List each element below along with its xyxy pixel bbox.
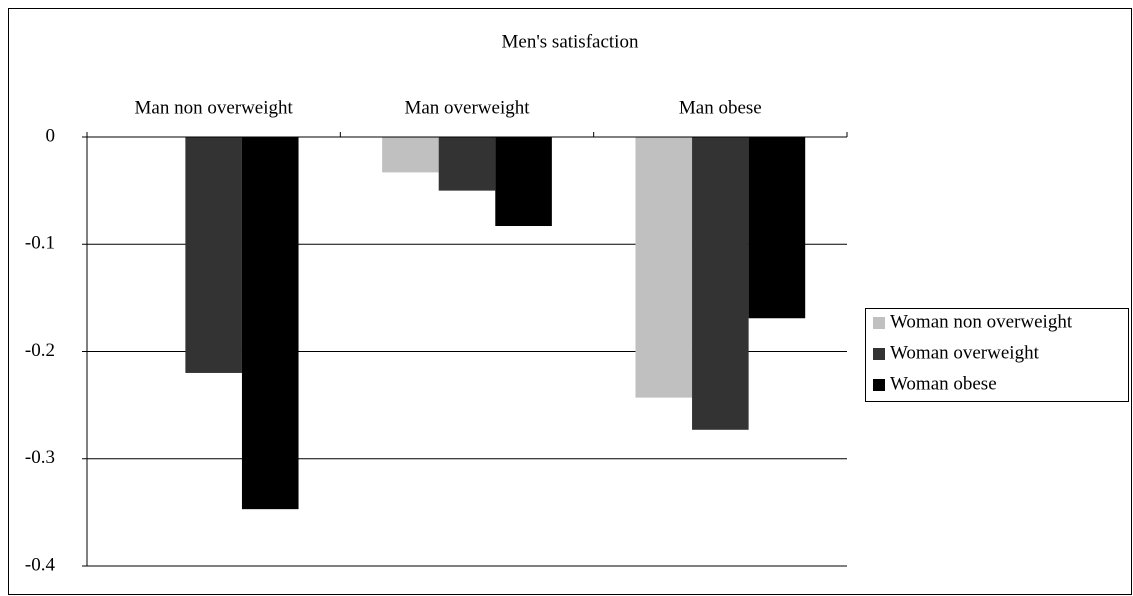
- bar: [635, 137, 693, 398]
- bar: [382, 137, 439, 173]
- bar: [241, 137, 299, 510]
- legend-swatch: [873, 379, 885, 391]
- bar: [438, 137, 496, 191]
- category-label: Man non overweight: [135, 97, 294, 118]
- legend-swatch: [873, 317, 885, 329]
- legend-label: Woman non overweight: [890, 311, 1073, 332]
- bar: [495, 137, 552, 227]
- category-label: Man obese: [679, 97, 762, 118]
- category-label: Man overweight: [404, 97, 530, 118]
- legend-label: Woman overweight: [890, 342, 1040, 363]
- bar: [748, 137, 806, 319]
- bar: [185, 137, 242, 373]
- legend-swatch: [873, 348, 885, 360]
- chart-title: Men's satisfaction: [502, 31, 639, 52]
- y-tick-label: -0.3: [25, 447, 55, 468]
- y-tick-label: -0.2: [25, 340, 55, 361]
- y-tick-label: -0.1: [25, 233, 55, 254]
- bar: [692, 137, 749, 430]
- y-tick-label: -0.4: [25, 554, 56, 575]
- legend-label: Woman obese: [890, 373, 997, 394]
- y-tick-label: 0: [46, 125, 56, 146]
- legend-box: [865, 308, 1129, 402]
